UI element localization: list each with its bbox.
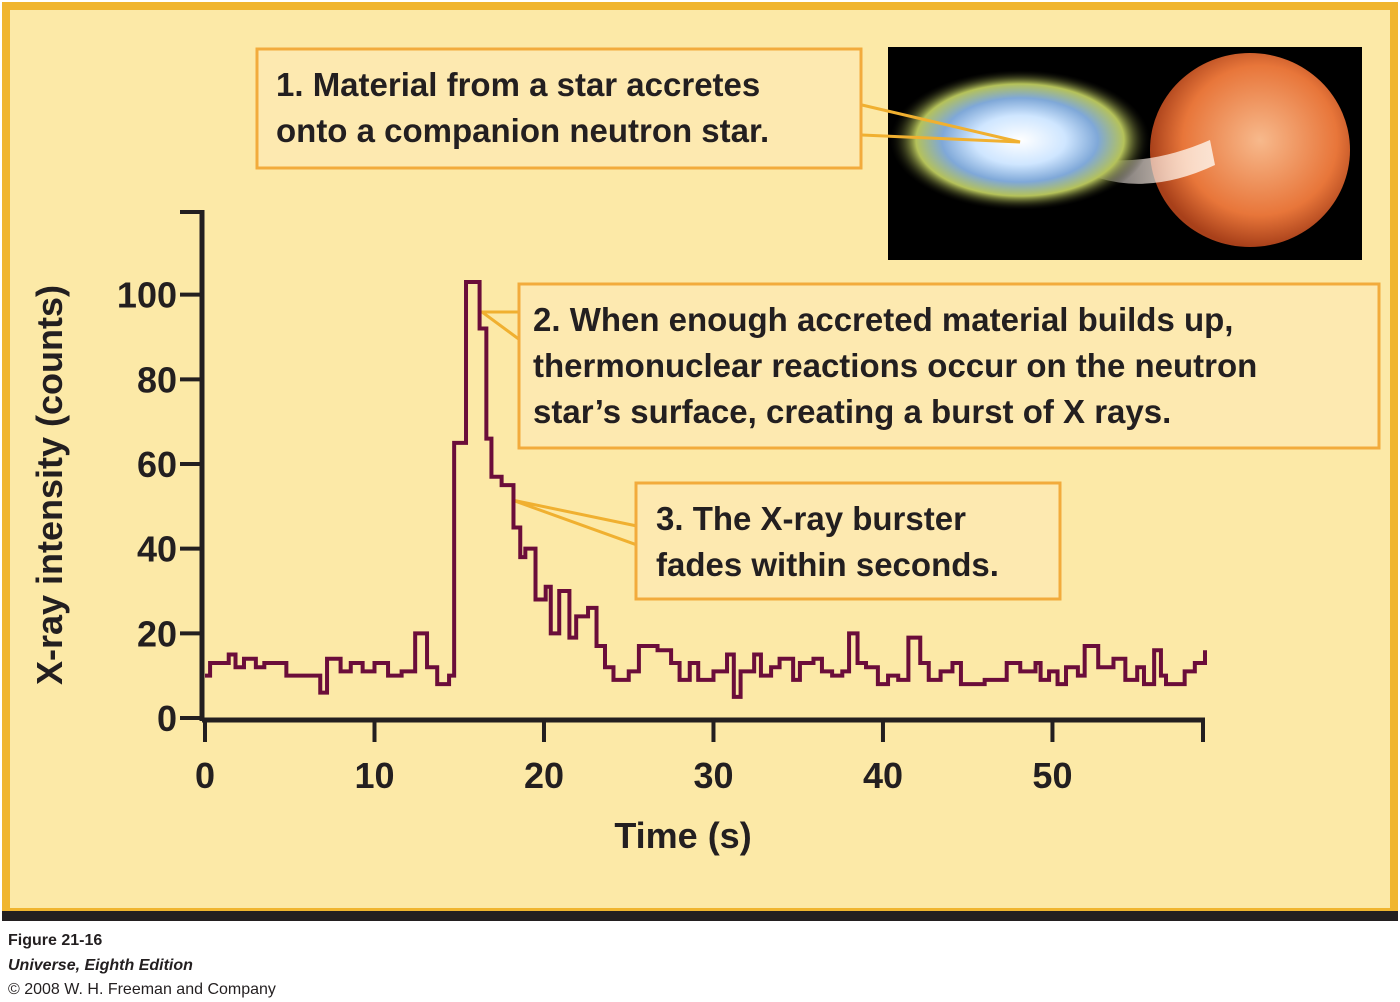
- y-tick-label: 100: [117, 275, 177, 316]
- x-tick-label: 40: [863, 755, 903, 796]
- x-axis-label: Time (s): [614, 815, 751, 856]
- annotation-text: onto a companion neutron star.: [276, 112, 769, 149]
- book-title: Universe, Eighth Edition: [8, 957, 193, 974]
- y-axis-label: X-ray intensity (counts): [29, 285, 70, 685]
- y-tick-label: 80: [137, 359, 177, 400]
- y-tick-label: 60: [137, 444, 177, 485]
- copyright: © 2008 W. H. Freeman and Company: [8, 981, 276, 998]
- y-tick-label: 20: [137, 613, 177, 654]
- illustration: [888, 47, 1362, 260]
- x-tick-label: 0: [195, 755, 215, 796]
- annotation-text: 3. The X-ray burster: [656, 500, 966, 537]
- data-line: [205, 279, 1207, 699]
- annotation-text: 1. Material from a star accretes: [276, 66, 760, 103]
- annotation-box: [255, 47, 863, 170]
- x-tick-label: 30: [693, 755, 733, 796]
- annotation-box: [517, 282, 1381, 450]
- y-tick-label: 0: [157, 698, 177, 739]
- annotation-text: 2. When enough accreted material builds …: [533, 301, 1233, 338]
- annotation-text: fades within seconds.: [656, 546, 999, 583]
- annotation-text: thermonuclear reactions occur on the neu…: [533, 347, 1257, 384]
- figure-number: Figure 21-16: [8, 932, 102, 949]
- bottom-bar: [2, 911, 1398, 921]
- x-tick-label: 50: [1032, 755, 1072, 796]
- annotation-box: [634, 481, 1062, 601]
- annotation-text: star’s surface, creating a burst of X ra…: [533, 393, 1171, 430]
- x-tick-label: 20: [524, 755, 564, 796]
- y-tick-label: 40: [137, 529, 177, 570]
- x-tick-label: 10: [354, 755, 394, 796]
